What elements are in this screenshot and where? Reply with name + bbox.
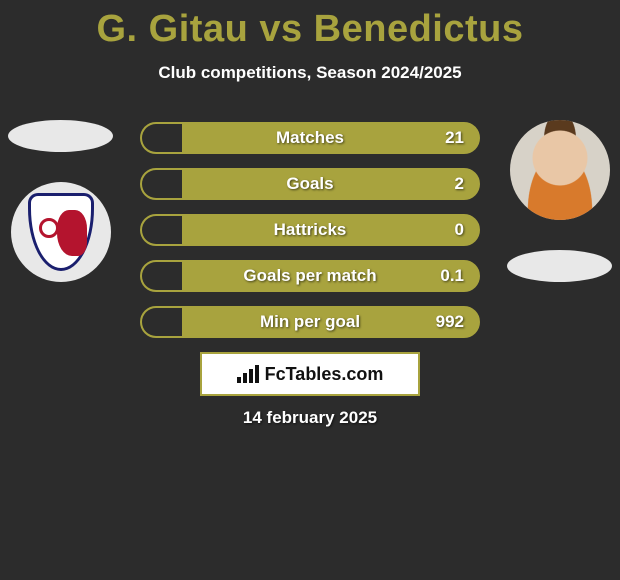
stat-value: 2: [455, 174, 464, 194]
stat-value: 0.1: [440, 266, 464, 286]
stat-bars: Matches 21 Goals 2 Hattricks 0 Goals per match…: [140, 122, 480, 352]
stat-bar: Goals 2: [140, 168, 480, 200]
page-title: G. Gitau vs Benedictus: [0, 0, 620, 51]
headshot-icon: [510, 120, 610, 220]
stat-bar-left-fill: [142, 308, 182, 336]
stat-label: Hattricks: [274, 220, 347, 240]
player-right-column: [507, 120, 612, 282]
player-right-photo: [510, 120, 610, 220]
stat-bar: Min per goal 992: [140, 306, 480, 338]
stat-bar-left-fill: [142, 262, 182, 290]
source-badge-text: FcTables.com: [265, 364, 384, 385]
stat-label: Min per goal: [260, 312, 360, 332]
stat-bar: Goals per match 0.1: [140, 260, 480, 292]
chart-bars-icon: [237, 365, 259, 383]
stat-label: Goals: [286, 174, 333, 194]
player-left-club-crest: [11, 182, 111, 282]
stat-bar-left-fill: [142, 216, 182, 244]
player-left-photo-placeholder: [8, 120, 113, 152]
player-right-club-crest-placeholder: [507, 250, 612, 282]
shield-icon: [28, 193, 94, 271]
stat-value: 0: [455, 220, 464, 240]
update-date: 14 february 2025: [243, 408, 377, 428]
stat-bar-left-fill: [142, 124, 182, 152]
stat-value: 21: [445, 128, 464, 148]
stat-label: Matches: [276, 128, 344, 148]
stat-bar: Hattricks 0: [140, 214, 480, 246]
source-badge[interactable]: FcTables.com: [200, 352, 420, 396]
player-left-column: [8, 120, 113, 282]
stat-value: 992: [436, 312, 464, 332]
stat-bar-left-fill: [142, 170, 182, 198]
stat-bar: Matches 21: [140, 122, 480, 154]
subtitle: Club competitions, Season 2024/2025: [0, 63, 620, 83]
stat-label: Goals per match: [243, 266, 376, 286]
